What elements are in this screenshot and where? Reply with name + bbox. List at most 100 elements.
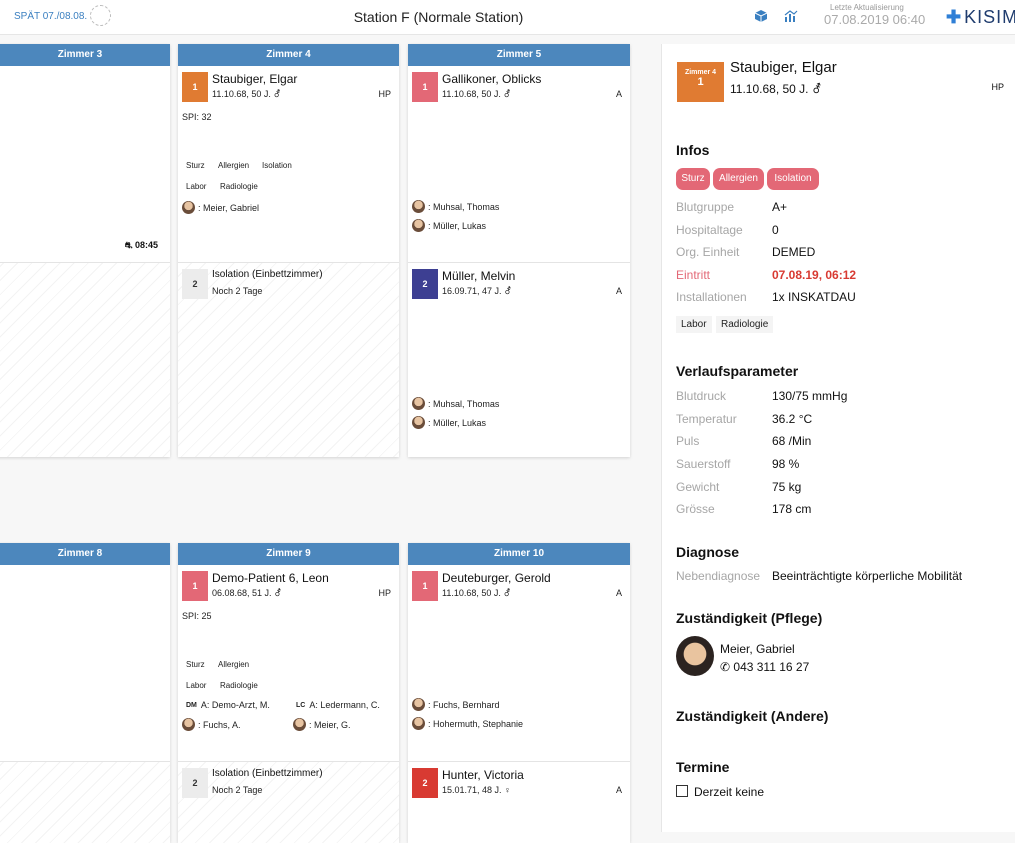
dob-text: 11.10.68, 50 J. — [212, 89, 271, 99]
staff-name: : Muhsal, Thomas — [428, 398, 500, 409]
bed-number: 2 — [412, 269, 438, 299]
staff-doctor-dm[interactable]: DM A: Demo-Arzt, M. — [186, 700, 270, 710]
room-bed-badge: Zimmer 4 1 — [677, 62, 724, 102]
staff-1[interactable]: : Fuchs, Bernhard — [412, 698, 500, 711]
info-val-org-einheit: DEMED — [772, 245, 816, 259]
dob-text: 11.10.68, 50 J. — [442, 588, 501, 598]
patient-name: Staubiger, Elgar — [730, 59, 837, 76]
staff-name: : Meier, Gabriel — [198, 202, 260, 213]
chip-radiologie: Radiologie — [220, 681, 258, 690]
staff-doctor-lc[interactable]: LC A: Ledermann, C. — [296, 700, 380, 710]
logo-text: KISIM — [964, 7, 1015, 27]
pill-allergien: Allergien — [713, 168, 764, 190]
chip-allergien: Allergien — [218, 161, 250, 170]
cube-icon[interactable] — [754, 9, 768, 23]
staff-name: : Meier, G. — [309, 719, 351, 730]
patient-dob: 11.10.68, 50 J. ⚦ — [730, 82, 822, 96]
bed-1[interactable]: 1 Deuteburger, Gerold 11.10.68, 50 J. ⚦ … — [408, 565, 630, 761]
male-icon: ⚦ — [273, 89, 281, 99]
phone-icon: ✆ — [720, 660, 731, 674]
vp-key-groesse: Grösse — [676, 502, 715, 516]
divider — [0, 761, 170, 762]
staff-2[interactable]: : Hohermuth, Stephanie — [412, 717, 523, 730]
avatar — [412, 397, 425, 410]
bed-1[interactable]: 1 Staubiger, Elgar 11.10.68, 50 J. ⚦ HP … — [178, 66, 399, 262]
patient-detail-panel: Zimmer 4 1 Staubiger, Elgar 11.10.68, 50… — [661, 44, 1015, 832]
staff-2[interactable]: : Müller, Lukas — [412, 416, 486, 429]
patient-name[interactable]: Demo-Patient 6, Leon — [212, 571, 329, 585]
patient-dob: 06.08.68, 51 J. ⚦ — [212, 588, 282, 599]
bed-1[interactable]: 1 Demo-Patient 6, Leon 06.08.68, 51 J. ⚦… — [178, 565, 399, 761]
staff-nurse[interactable]: : Meier, Gabriel — [182, 201, 259, 214]
staff-nurse-1[interactable]: : Fuchs, A. — [182, 718, 241, 731]
staff-name: : Müller, Lukas — [428, 220, 487, 231]
bed-2[interactable]: 2 Hunter, Victoria 15.01.71, 48 J. ♀ A — [408, 762, 630, 843]
dob-text: 16.09.71, 47 J. — [442, 286, 502, 296]
bed-2[interactable]: 2 Müller, Melvin 16.09.71, 47 J. ⚦ A : M… — [408, 263, 630, 457]
room-3: Zimmer 3 ⛐ 08:45 — [0, 44, 170, 457]
patient-tag: A — [615, 785, 622, 795]
bed-1[interactable]: ⛐ 08:45 — [0, 66, 170, 262]
chip-isolation: Isolation — [262, 161, 292, 170]
patient-dob: 16.09.71, 47 J. ⚦ — [442, 286, 512, 297]
avatar — [412, 698, 425, 711]
shift-label[interactable]: SPÄT 07./08.08. — [14, 11, 88, 22]
bed-status-duration: Noch 2 Tage — [212, 286, 263, 296]
vp-key-sauerstoff: Sauerstoff — [676, 457, 731, 471]
info-val-installationen: 1x INSKATDAU — [772, 290, 856, 304]
room-5: Zimmer 5 1 Gallikoner, Oblicks 11.10.68,… — [408, 44, 630, 457]
patient-dob: 11.10.68, 50 J. ⚦ — [442, 89, 511, 100]
patient-name[interactable]: Hunter, Victoria — [442, 768, 524, 782]
bed-number: 1 — [412, 571, 438, 601]
room-header[interactable]: Zimmer 9 — [178, 543, 399, 565]
room-header[interactable]: Zimmer 10 — [408, 543, 630, 565]
kisim-logo: ✚ KISIM — [946, 7, 1015, 28]
bed-2[interactable] — [0, 263, 170, 457]
avatar — [412, 200, 425, 213]
room-header[interactable]: Zimmer 5 — [408, 44, 630, 66]
male-icon: ⚦ — [274, 588, 282, 598]
staff-name: : Hohermuth, Stephanie — [428, 718, 524, 729]
dm-badge: DM — [186, 701, 197, 709]
info-val-eintritt: 07.08.19, 06:12 — [772, 268, 857, 282]
pflege-phone[interactable]: ✆ 043 311 16 27 — [720, 660, 809, 674]
section-diagnose: Diagnose — [676, 544, 740, 560]
patient-tag: A — [615, 286, 622, 296]
dob-text: 15.01.71, 48 J. — [442, 785, 502, 795]
staff-1[interactable]: : Muhsal, Thomas — [412, 200, 499, 213]
termine-value: Derzeit keine — [676, 785, 764, 799]
staff-nurse-2[interactable]: : Meier, G. — [293, 718, 351, 731]
bed-1[interactable]: 1 Gallikoner, Oblicks 11.10.68, 50 J. ⚦ … — [408, 66, 630, 262]
bed-number: 1 — [182, 72, 208, 102]
room-header[interactable]: Zimmer 4 — [178, 44, 399, 66]
male-icon: ⚦ — [504, 286, 512, 296]
room-label: Zimmer 4 — [684, 69, 717, 76]
staff-name: A: Ledermann, C. — [309, 700, 380, 710]
patient-name[interactable]: Müller, Melvin — [442, 269, 516, 283]
avatar — [412, 717, 425, 730]
patient-name[interactable]: Gallikoner, Oblicks — [442, 72, 542, 86]
room-header[interactable]: Zimmer 8 — [0, 543, 170, 565]
chart-icon[interactable] — [784, 9, 798, 23]
patient-tag: HP — [378, 588, 391, 598]
room-header[interactable]: Zimmer 3 — [0, 44, 170, 66]
bed-2[interactable]: 2 Isolation (Einbettzimmer) Noch 2 Tage — [178, 263, 399, 457]
avatar — [412, 219, 425, 232]
bed-2[interactable]: 2 Isolation (Einbettzimmer) Noch 2 Tage — [178, 762, 399, 843]
pflege-name[interactable]: Meier, Gabriel — [720, 642, 795, 656]
vp-val-puls: 68 /Min — [772, 434, 812, 448]
lc-badge: LC — [296, 701, 306, 709]
info-key-eintritt: Eintritt — [676, 268, 711, 282]
bed-2[interactable] — [0, 762, 170, 843]
info-val-blutgruppe: A+ — [772, 200, 788, 214]
bed-1[interactable] — [0, 565, 170, 761]
divider — [178, 262, 399, 263]
staff-1[interactable]: : Muhsal, Thomas — [412, 397, 499, 410]
patient-name[interactable]: Deuteburger, Gerold — [442, 571, 551, 585]
section-zustaendigkeit-andere: Zuständigkeit (Andere) — [676, 708, 829, 724]
patient-name[interactable]: Staubiger, Elgar — [212, 72, 298, 86]
staff-2[interactable]: : Müller, Lukas — [412, 219, 486, 232]
diagnose-value: Beeinträchtigte körperliche Mobilität — [772, 569, 963, 583]
section-infos: Infos — [676, 142, 710, 158]
update-time: 07.08.2019 06:40 — [824, 12, 926, 27]
